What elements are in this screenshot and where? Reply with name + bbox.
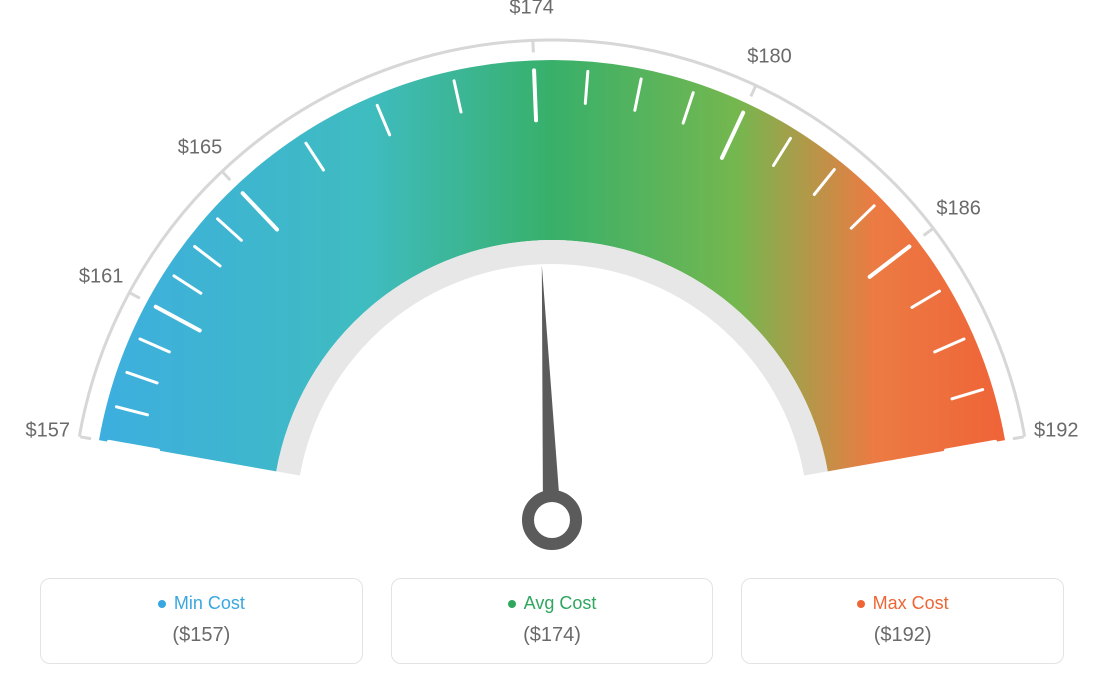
gauge-svg <box>0 0 1104 560</box>
legend-label-max: Max Cost <box>873 593 949 614</box>
legend-dot-avg <box>508 600 516 608</box>
legend-card-min: Min Cost ($157) <box>40 578 363 664</box>
gauge-tick-label: $180 <box>747 45 792 68</box>
legend-value-min: ($157) <box>51 624 352 647</box>
gauge-tick-label: $192 <box>1034 420 1079 443</box>
legend-row: Min Cost ($157) Avg Cost ($174) Max Cost… <box>40 578 1064 664</box>
gauge-tick-label: $165 <box>178 137 223 160</box>
legend-value-max: ($192) <box>752 624 1053 647</box>
gauge-area: $157 $161 $165 $174 $180 $186 $192 <box>0 0 1104 560</box>
legend-label-avg: Avg Cost <box>524 593 597 614</box>
gauge-tick-label: $157 <box>26 420 71 443</box>
legend-title-min: Min Cost <box>158 593 245 614</box>
legend-dot-max <box>857 600 865 608</box>
legend-card-max: Max Cost ($192) <box>741 578 1064 664</box>
gauge-tick-label: $186 <box>936 197 981 220</box>
legend-title-avg: Avg Cost <box>508 593 597 614</box>
gauge-tick-label: $161 <box>79 266 124 289</box>
gauge-chart-container: $157 $161 $165 $174 $180 $186 $192 Min Cost ($… <box>0 0 1104 690</box>
legend-card-avg: Avg Cost ($174) <box>391 578 714 664</box>
legend-value-avg: ($174) <box>402 624 703 647</box>
legend-label-min: Min Cost <box>174 593 245 614</box>
gauge-tick-label: $174 <box>509 0 554 20</box>
legend-dot-min <box>158 600 166 608</box>
legend-title-max: Max Cost <box>857 593 949 614</box>
